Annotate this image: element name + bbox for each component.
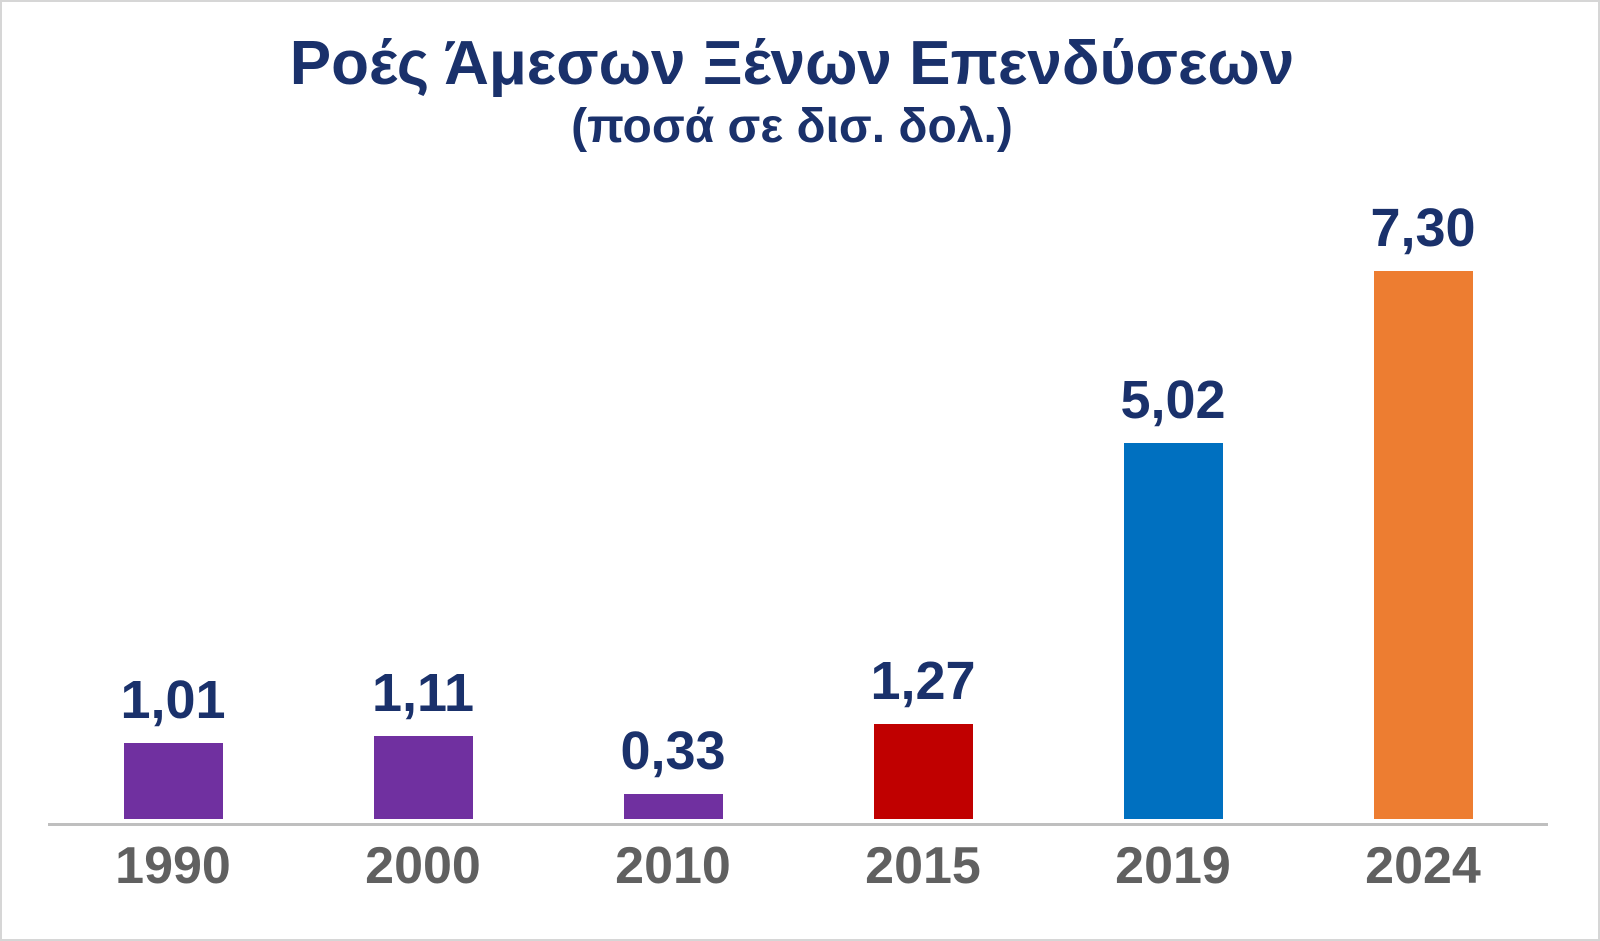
chart-title: Ροές Άμεσων Ξένων Επενδύσεων [289, 29, 1295, 98]
bar-1990 [123, 743, 223, 819]
bar-value-label: 1,01 [120, 670, 226, 730]
category-label: 2024 [1365, 837, 1481, 895]
category-label: 2015 [865, 837, 981, 895]
bar-value-label: 0,33 [620, 721, 726, 781]
bar-value-label: 1,27 [870, 651, 976, 711]
chart-subtitle: (ποσά σε δισ. δολ.) [571, 100, 1013, 154]
bar-2000 [373, 736, 473, 819]
category-label: 2010 [615, 837, 731, 895]
bar-2010 [623, 794, 723, 819]
bar-2015 [873, 724, 973, 819]
bar-value-label: 7,30 [1370, 198, 1476, 258]
x-axis-line [48, 823, 1548, 826]
bar-value-label: 1,11 [371, 663, 475, 723]
bar-value-label: 5,02 [1120, 370, 1226, 430]
category-label: 2000 [365, 837, 481, 895]
category-label: 2019 [1115, 837, 1231, 895]
bar-2019 [1123, 443, 1223, 819]
chart-header: Ροές Άμεσων Ξένων Επενδύσεων (ποσά σε δι… [2, 28, 1582, 154]
bar-2024 [1373, 271, 1473, 819]
category-label: 1990 [115, 837, 231, 895]
